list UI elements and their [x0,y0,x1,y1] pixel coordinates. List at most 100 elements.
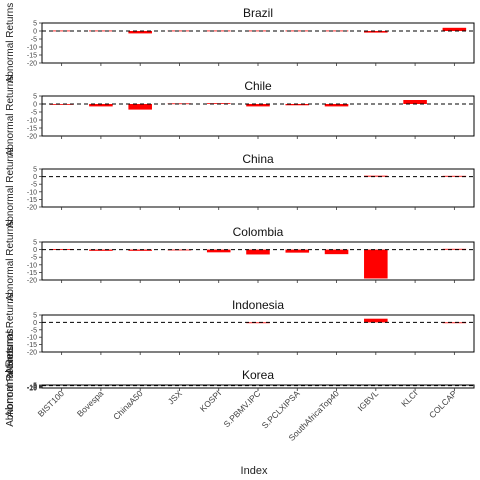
bar-JSX [167,249,192,251]
y-tick-label: -15 [27,385,37,392]
bar-S.PBMV.IPC [246,322,270,324]
panel-title: Chile [244,79,272,93]
y-tick-label: -10 [27,118,37,125]
y-tick-label: -20 [27,61,37,68]
x-tick-label: S.PBMV.IPC [221,388,262,429]
bar-JSX [167,30,192,32]
bar-KOSPI [206,249,231,253]
bar-S.PCLXIPSA [285,249,310,253]
panel-title: China [242,152,274,166]
panel-y-label: Abnormal Returns [5,148,16,229]
y-tick-label: 5 [33,167,37,174]
bar-BIST100 [49,248,74,250]
bar-Bovespa [89,249,113,251]
y-tick-label: -15 [27,53,37,60]
y-tick-label: -15 [27,126,37,133]
y-tick-label: -15 [27,270,37,277]
x-tick-label: IGBVL [355,388,380,413]
y-tick-label: -5 [31,110,37,117]
y-tick-label: -10 [27,335,37,342]
panel-frame [41,168,475,208]
y-tick-label: -20 [27,386,37,393]
y-tick-label: -15 [27,342,37,349]
y-tick-label: 0 [33,174,37,181]
bar-S.PBMV.IPC [246,104,270,107]
bar-ChinaA50 [128,31,152,34]
bar-COLCAP [442,27,467,31]
bar-COLCAP [442,175,467,177]
bar-IGBVL [364,31,388,33]
x-tick-label: JSX [166,388,184,406]
bar-COLCAP [442,322,467,324]
bar-JSX [167,103,192,105]
x-tick-label: ChinaA50 [111,388,145,422]
y-tick-label: -20 [27,205,37,212]
bar-Bovespa [89,104,113,107]
y-tick-label: 0 [33,29,37,36]
bar-BIST100 [49,30,74,32]
panel-title: Brazil [243,6,273,20]
x-tick-label: BIST100 [36,388,67,419]
panel-y-label: Abnormal Returns [5,293,16,374]
y-tick-label: -20 [27,278,37,285]
panel-frame [41,22,475,64]
y-tick-label: 0 [33,383,37,390]
y-axis-label: Abnormal Returns [4,328,16,417]
panel-y-label: Abnormal Returns [5,76,16,157]
bar-S.PBMV.IPC [246,249,270,255]
bar-IGBVL [364,318,388,323]
bar-IGBVL [364,249,388,279]
x-tick-label: COLCAP [427,388,459,420]
y-tick-label: -10 [27,189,37,196]
panel-frame [41,95,475,137]
y-tick-label: 5 [33,21,37,28]
y-tick-label: -15 [27,197,37,204]
y-tick-label: 5 [33,94,37,101]
panel-frame [41,314,475,353]
y-tick-label: 5 [33,313,37,320]
y-tick-label: -5 [31,37,37,44]
x-tick-label: KLCI [399,388,419,408]
y-tick-label: -10 [27,45,37,52]
panel-colombia: Colombia 50-5-10-15-20 Abnormal Returns [5,221,475,302]
y-tick-label: -20 [27,350,37,357]
y-tick-label: -10 [27,384,37,391]
y-tick-label: 5 [33,240,37,247]
bar-SouthAfricaTop40 [324,249,349,255]
x-axis-label: Index [241,465,268,477]
panel-y-label: Abnormal Returns [5,3,16,84]
y-tick-label: 0 [33,320,37,327]
y-tick-label: 0 [33,102,37,109]
panel-y-label: Abnormal Returns [5,221,16,302]
panel-y-label: Abnormal Returns [5,346,16,427]
x-tick-label: S.PCLXIPSA [260,388,302,430]
panel-title: Indonesia [232,298,284,312]
bar-S.PCLXIPSA [285,104,310,106]
panel-indonesia: Indonesia 50-5-10-15-20 Abnormal Returns [5,293,475,374]
y-tick-label: -5 [31,182,37,189]
y-tick-label: 5 [33,383,37,390]
bar-SouthAfricaTop40 [324,104,349,107]
y-tick-label: -5 [31,384,37,391]
panel-title: Colombia [233,225,284,239]
x-tick-label: Bovespa [75,388,106,419]
y-tick-label: 0 [33,247,37,254]
bar-S.PBMV.IPC [246,30,270,32]
bar-ChinaA50 [128,104,152,110]
y-tick-label: -20 [27,134,37,141]
panel-chile: Chile 50-5-10-15-20 Abnormal Returns [5,76,475,157]
panel-frame [41,241,475,281]
bar-KLCI [403,100,427,104]
x-tick-label: KOSPI [198,388,223,413]
bar-IGBVL [364,175,388,177]
panel-brazil: Brazil 50-5-10-15-20 Abnormal Returns [5,3,475,84]
bar-COLCAP [442,248,467,250]
y-tick-label: -5 [31,255,37,262]
panel-title: Korea [242,368,274,382]
bar-BIST100 [49,104,74,105]
panel-china: China 50-5-10-15-20 Abnormal Returns [5,148,475,229]
y-tick-label: -5 [31,327,37,334]
bar-ChinaA50 [128,249,152,251]
